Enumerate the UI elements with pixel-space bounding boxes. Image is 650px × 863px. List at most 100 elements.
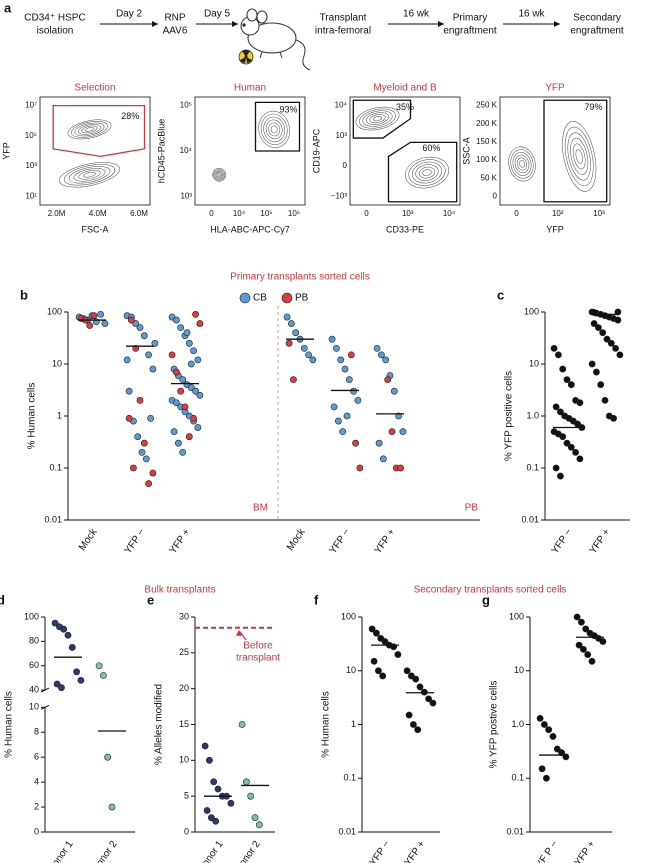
data-point bbox=[559, 433, 567, 441]
data-point bbox=[397, 464, 404, 472]
x-tick-label: YFP + bbox=[168, 527, 193, 556]
panel-label: g bbox=[482, 592, 490, 607]
data-point bbox=[207, 814, 215, 822]
y-tick-label: 1 bbox=[351, 719, 356, 729]
data-point bbox=[563, 439, 571, 447]
contour bbox=[63, 164, 116, 186]
data-point bbox=[563, 376, 571, 384]
step-label: CD34⁺ HSPC bbox=[24, 13, 85, 24]
x-axis-label: YFP bbox=[546, 224, 564, 234]
gate bbox=[352, 99, 412, 139]
x-tick-label: YF P − bbox=[534, 839, 561, 863]
contour bbox=[516, 157, 528, 171]
annotation: Before bbox=[243, 641, 273, 652]
contour bbox=[512, 152, 532, 176]
data-point bbox=[549, 733, 557, 740]
data-point bbox=[149, 365, 157, 373]
y-tick-label: 10⁴ bbox=[180, 146, 193, 155]
data-point bbox=[185, 433, 193, 441]
data-point bbox=[247, 792, 255, 800]
data-point bbox=[177, 387, 185, 395]
x-tick-label: Donor 2 bbox=[233, 839, 263, 863]
y-axis-label: CD19-APC bbox=[311, 128, 321, 173]
data-point bbox=[330, 403, 338, 411]
contour bbox=[73, 168, 106, 182]
contour bbox=[68, 166, 111, 184]
contour bbox=[514, 154, 530, 174]
data-point bbox=[194, 424, 202, 431]
x-tick-label: 2.0M bbox=[48, 209, 66, 218]
data-point bbox=[356, 464, 364, 472]
y-tick-label: 10 bbox=[52, 358, 62, 368]
y-tick-label: −10³ bbox=[331, 191, 348, 200]
data-point bbox=[127, 316, 135, 324]
y-tick-label: 0.1 bbox=[526, 462, 539, 472]
legend-label: PB bbox=[295, 293, 309, 304]
y-tick-label: 250 K bbox=[476, 101, 498, 110]
data-point bbox=[108, 803, 116, 811]
axis-break bbox=[40, 687, 50, 710]
data-point bbox=[300, 344, 308, 352]
y-tick-label: 0 bbox=[184, 826, 189, 836]
panel-title: Human bbox=[234, 83, 266, 94]
data-point bbox=[597, 381, 605, 389]
arrow-head bbox=[152, 21, 158, 27]
data-point bbox=[572, 448, 579, 456]
data-point bbox=[555, 351, 562, 359]
data-point bbox=[179, 376, 187, 384]
radiation-icon bbox=[238, 49, 254, 65]
contour bbox=[270, 125, 278, 134]
y-tick-label: 2 bbox=[34, 801, 39, 811]
x-tick-label: YFP + bbox=[403, 839, 428, 863]
data-point bbox=[58, 684, 65, 692]
arrow-head bbox=[438, 21, 444, 27]
data-point bbox=[305, 351, 312, 359]
y-tick-label: 4 bbox=[34, 776, 39, 786]
x-tick-label: 6.0M bbox=[130, 209, 148, 218]
data-point bbox=[51, 619, 59, 627]
data-point bbox=[100, 672, 107, 679]
arrow-head bbox=[554, 21, 560, 27]
data-point bbox=[172, 316, 180, 324]
panel-label: e bbox=[147, 592, 154, 607]
data-point bbox=[409, 721, 417, 728]
data-point bbox=[101, 320, 109, 327]
step-label: Secondary bbox=[573, 13, 621, 24]
data-point bbox=[138, 448, 146, 456]
step-label: intra-femoral bbox=[315, 26, 371, 37]
data-point bbox=[285, 339, 293, 347]
data-point bbox=[97, 310, 104, 318]
gate-percent: 35% bbox=[396, 102, 414, 112]
legend-marker bbox=[281, 292, 293, 304]
y-tick-label: 1 bbox=[57, 410, 62, 420]
y-tick-label: 100 K bbox=[476, 155, 498, 164]
contour bbox=[83, 172, 96, 178]
data-point bbox=[174, 439, 182, 447]
arrow-label: Day 2 bbox=[116, 9, 143, 20]
gate bbox=[52, 104, 146, 158]
step-label: isolation bbox=[37, 26, 74, 37]
data-point bbox=[68, 644, 76, 651]
data-point bbox=[584, 651, 592, 658]
data-point bbox=[379, 672, 387, 680]
data-point bbox=[601, 396, 609, 404]
contour bbox=[411, 161, 443, 184]
panel-label: c bbox=[497, 287, 504, 302]
contour bbox=[78, 124, 101, 135]
data-point bbox=[567, 381, 575, 389]
contour bbox=[213, 169, 225, 181]
y-tick-label: 0.1 bbox=[511, 773, 524, 783]
annotation: PB bbox=[465, 503, 479, 514]
data-point bbox=[192, 310, 199, 318]
contour bbox=[260, 113, 288, 145]
panel-label: a bbox=[4, 0, 12, 15]
y-axis-label: % YFP positive cells bbox=[504, 371, 515, 461]
contour bbox=[575, 149, 583, 164]
data-point bbox=[179, 448, 187, 456]
y-tick-label: 10³ bbox=[25, 161, 37, 170]
data-point bbox=[399, 428, 407, 436]
gate-percent: 93% bbox=[279, 104, 297, 114]
y-tick-label: 10⁵ bbox=[25, 131, 37, 140]
data-point bbox=[181, 403, 189, 411]
